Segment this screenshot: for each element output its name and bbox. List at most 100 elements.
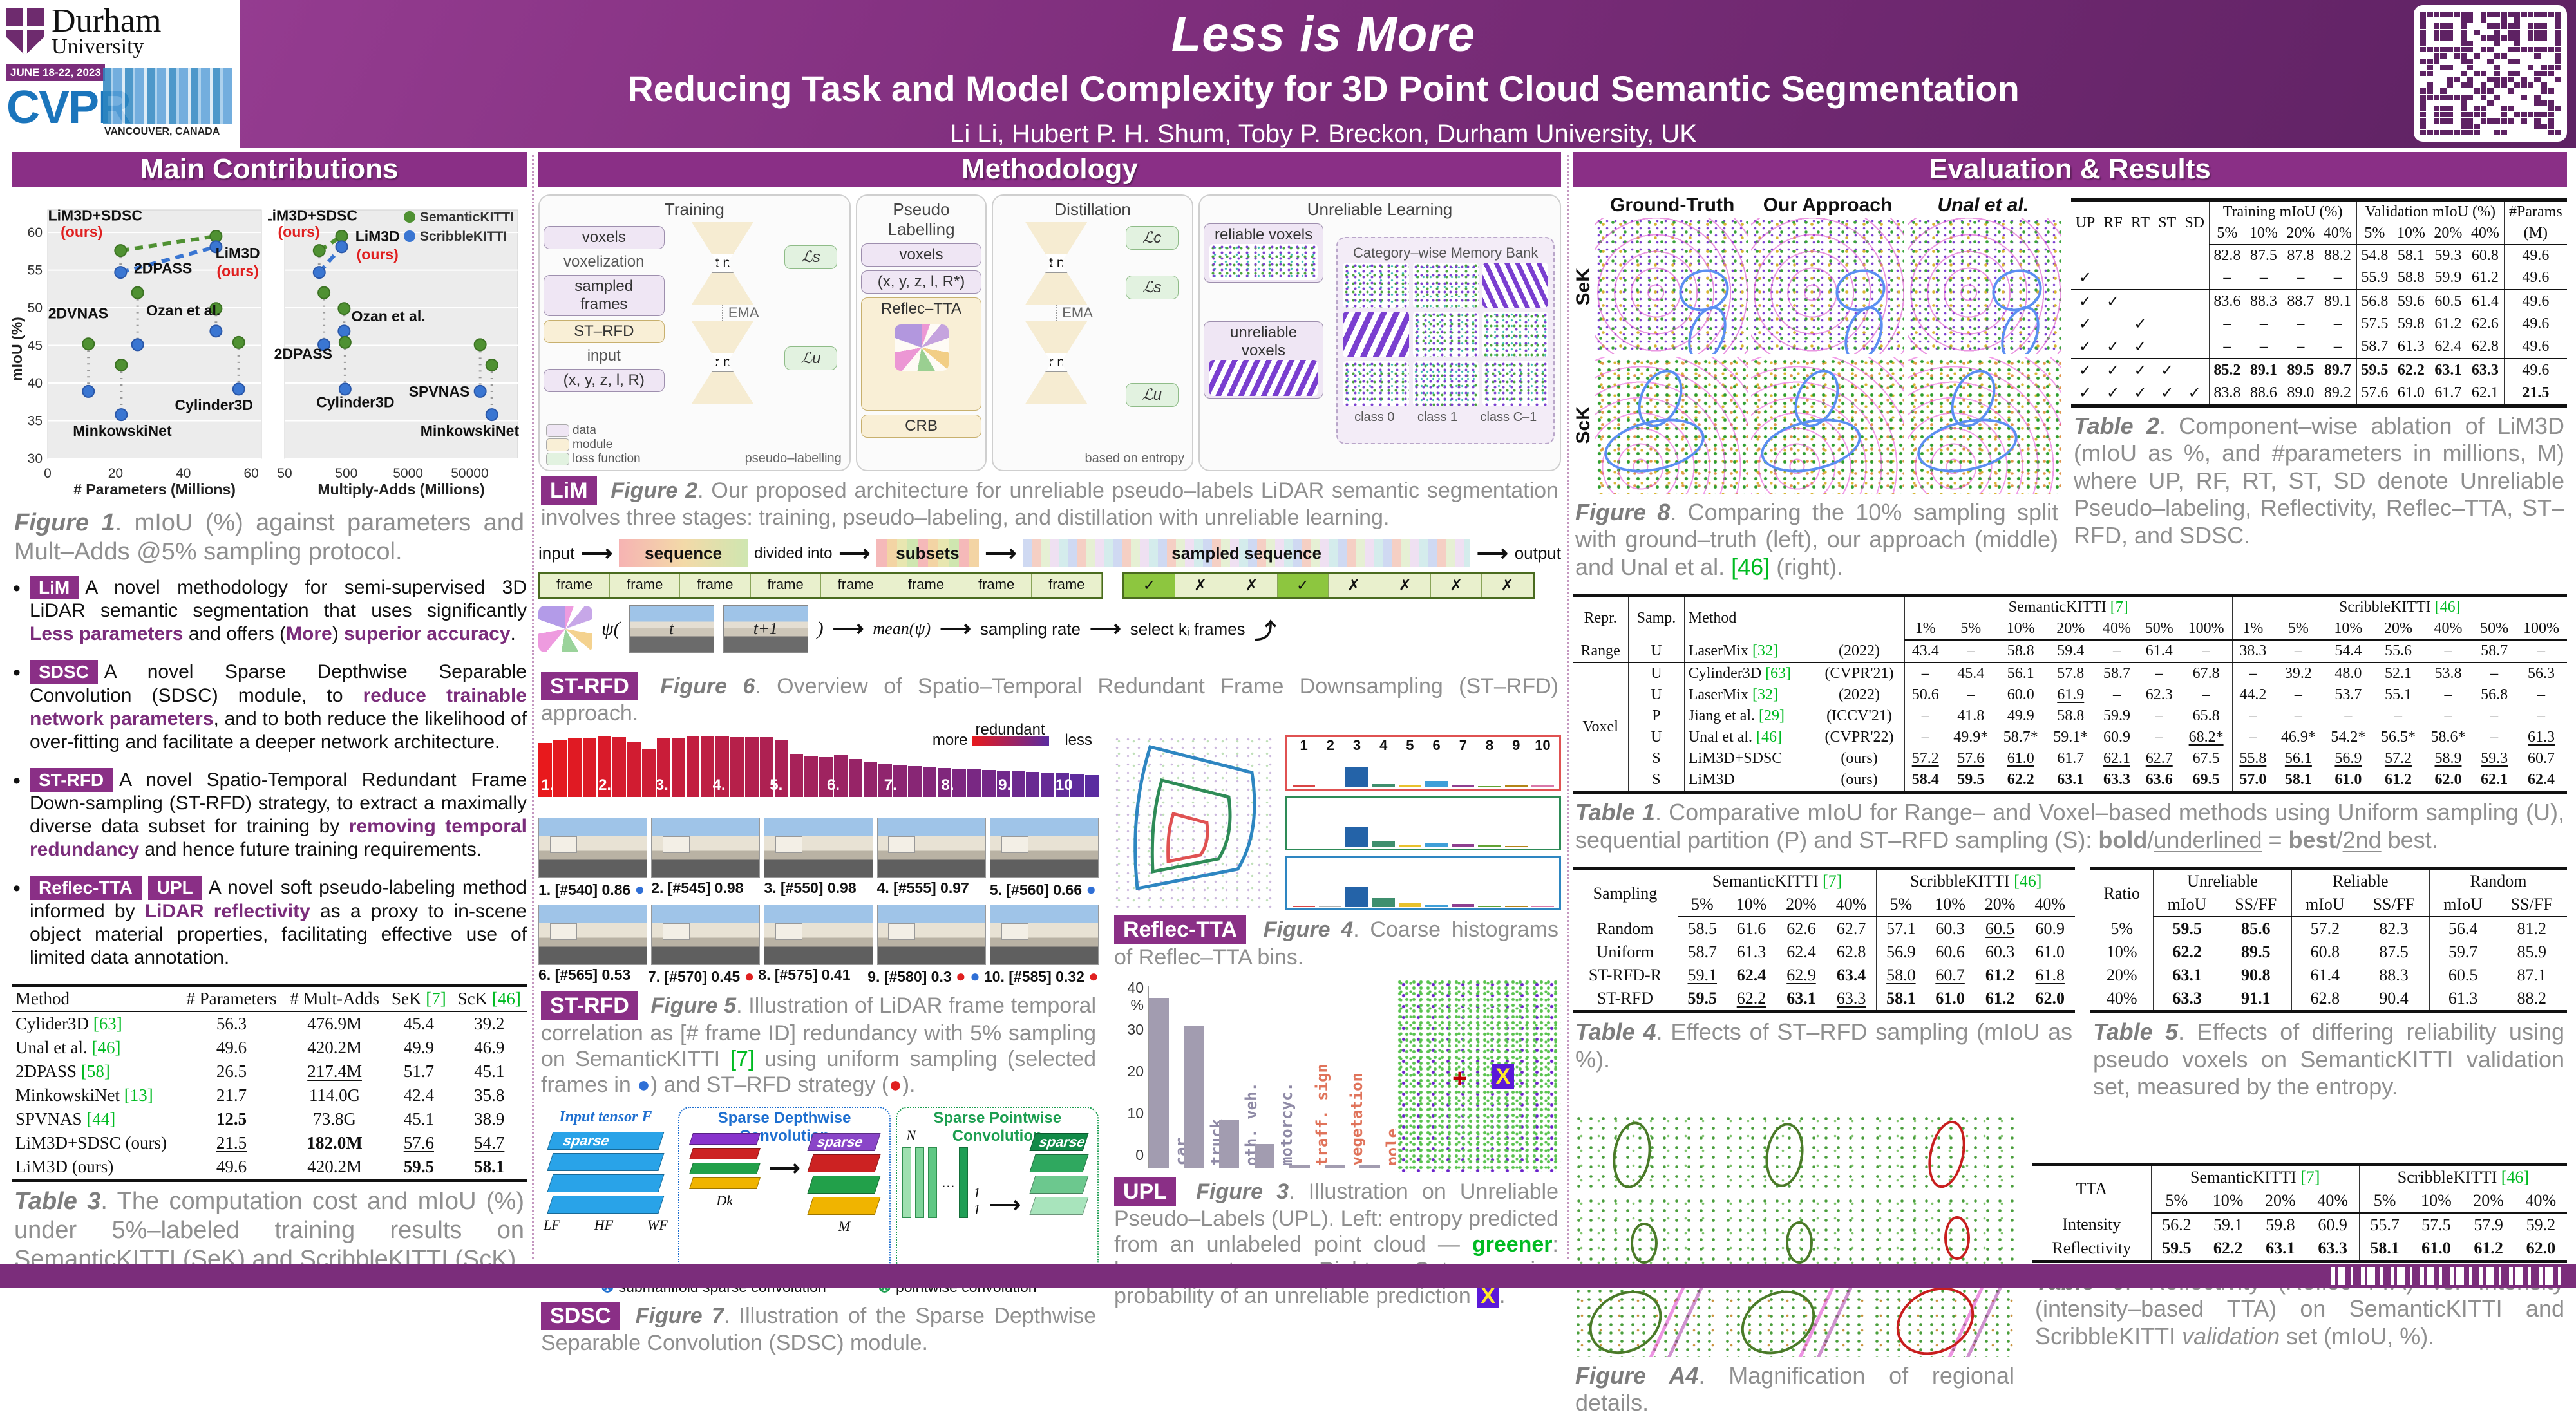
tuple2-box: (x, y, z, l, R*) [860, 270, 982, 294]
table-cell: 58.1 [2284, 771, 2312, 789]
table-cell: 59.5 [403, 1157, 434, 1177]
table5: Ratio Unreliable Reliable Random mIoU SS/FF mI… [2090, 867, 2567, 1014]
table-cell: ScribbleKITTI [46] [2358, 1164, 2567, 1189]
durham-university: University [52, 35, 144, 59]
table-cell: 60.9 [2318, 1215, 2347, 1234]
fig2-legend: data module loss function [546, 424, 641, 466]
table-cell: 56.4 [2429, 917, 2497, 941]
table-cell: 61.2 [1985, 966, 2015, 985]
table-cell: 59.1* [2053, 729, 2088, 746]
table-cell: 20% [2254, 1188, 2307, 1214]
unreliable-thumb [1209, 360, 1318, 396]
table-cell: 54.8 [2356, 245, 2393, 267]
svg-text:(ours): (ours) [278, 223, 319, 240]
cvpr-logo: JUNE 18-22, 2023 CVPR VANCOUVER, CANADA [6, 64, 233, 140]
table2-caption: Table 2. Component–wise ablation of LiM3… [2074, 413, 2564, 549]
table-cell: 62.8 [2291, 987, 2359, 1012]
svg-text:Ozan et al.: Ozan et al. [352, 308, 426, 324]
table-cell: Sampling [1593, 883, 1658, 903]
table-cell: 49.9* [1953, 729, 1989, 746]
table-cell: 40% [2306, 1188, 2360, 1214]
table-cell: 5% [1876, 893, 1926, 918]
table-cell: 61.0 [2007, 750, 2034, 767]
strfd-badge: ST-RFD [541, 991, 638, 1020]
table-cell: 89.7 [2324, 362, 2351, 379]
wedge-outlines [1133, 745, 1256, 891]
svg-text:Multiply-Adds (Millions): Multiply-Adds (Millions) [317, 481, 484, 498]
table-cell: 20% [1975, 893, 2025, 918]
table-cell: – [2231, 727, 2274, 749]
ema-link: EMA [1056, 305, 1093, 321]
table-cell: 62.2 [1736, 989, 1766, 1008]
table-cell: Unal et al. [46] [1683, 727, 1815, 749]
table-cell: – [2202, 686, 2210, 704]
svg-text:MinkowskiNet: MinkowskiNet [73, 422, 172, 439]
figure3-upl: 40 % 30 20 10 0 car truck oth. veh. motorcyc. tr… [1112, 979, 1561, 1172]
table-cell: 40% [1826, 893, 1877, 918]
table-cell: mIoU [2291, 893, 2359, 918]
unreliable-marker: X [1492, 1064, 1515, 1089]
table-cell [2099, 267, 2127, 290]
durham-shield-icon [6, 7, 44, 55]
table-cell: # Mult-Adds [283, 985, 386, 1013]
table-cell: 55.6 [2373, 640, 2423, 664]
footer-bar [0, 1264, 2576, 1288]
table-cell: 61.2 [1985, 989, 2015, 1008]
table-cell: 63.3 [2153, 987, 2221, 1012]
table-cell: 63.1 [2153, 964, 2221, 988]
table-cell: ✓ [2188, 385, 2201, 402]
table-cell: 61.2 [2467, 267, 2505, 290]
fig2-distillation-panel: Distillation student network EMA teacher… [992, 194, 1194, 471]
table-cell: 90.8 [2240, 966, 2271, 985]
svg-text:Ozan et al.: Ozan et al. [146, 302, 220, 319]
table-row: ✓ ✓ ✓ ✓ ✓ 83.8 88.6 89.0 89.2 57.6 61.0 61.7 62.1 21.… [2071, 382, 2567, 406]
table-cell: 20% [1776, 893, 1826, 918]
arrow-icon: ⟶ [989, 1192, 1021, 1217]
table-cell: 10% [2245, 223, 2282, 245]
table-cell: – [2155, 729, 2163, 746]
table-cell [2154, 267, 2181, 290]
table-cell: 46.9 [474, 1038, 505, 1058]
table-cell: 61.0 [2397, 384, 2425, 401]
table-cell: 49.6 [216, 1157, 247, 1177]
table-cell: 5% [2150, 1188, 2202, 1214]
table-cell: 476.9M [307, 1014, 362, 1034]
loss-u-box: ℒu [784, 346, 838, 370]
table-cell: 49.6 [2503, 313, 2567, 335]
table-cell: 1% [2231, 618, 2274, 641]
table-cell: ✓ [2126, 335, 2154, 359]
table-row: ✓ ✓ 83.6 88.3 88.7 89.1 56.8 59.6 60.5 61.4 49.6 [2071, 290, 2567, 313]
table-cell: 5% [1946, 618, 1996, 641]
table-cell: 40% [2106, 989, 2137, 1008]
table-cell: ✓ [2071, 335, 2099, 359]
lidar-scan-icon [538, 606, 592, 653]
table-cell: – [2155, 665, 2163, 682]
svg-text:(ours): (ours) [217, 263, 259, 279]
table-cell: (2022) [1839, 686, 1880, 704]
table-cell: Unreliable [2153, 868, 2292, 894]
figureA4-caption: Figure A4. Magnification of regional det… [1575, 1362, 2014, 1416]
table-cell: 10% [2323, 618, 2374, 641]
table-cell: 61.3 [2392, 335, 2430, 359]
table-cell [2181, 290, 2209, 313]
table-cell: 57.2 [1904, 748, 1946, 770]
table-cell: 60.9 [2035, 919, 2065, 939]
frame-strip: frame frame frame frame frame frame frame frame [538, 572, 1104, 599]
table-cell: 91.1 [2240, 989, 2271, 1008]
table-cell: 59.5 [2150, 1236, 2202, 1262]
table-cell [2126, 245, 2154, 267]
figure5-frame-labels-row2: 6. [#565] 0.53 7. [#570] 0.45 ● 8. [#575] … [538, 966, 1099, 986]
table-cell: Voxel [1582, 718, 1618, 735]
svg-text:55: 55 [28, 263, 43, 278]
voxels-box: voxels [544, 226, 665, 249]
svg-text:SPVNAS: SPVNAS [409, 383, 470, 400]
table-cell: 10% [1726, 893, 1777, 918]
table-cell: Reliable [2291, 868, 2430, 894]
table-cell: 62.6 [1786, 919, 1816, 939]
table-cell: ScK [46] [451, 985, 527, 1013]
table-cell: 56.1 [2007, 665, 2034, 682]
table-cell: 45.1 [403, 1109, 434, 1129]
fig2-unreliable-panel: Unreliable Learning reliable voxels unre… [1198, 194, 1561, 471]
poster-title: Less is More [1171, 7, 1476, 62]
